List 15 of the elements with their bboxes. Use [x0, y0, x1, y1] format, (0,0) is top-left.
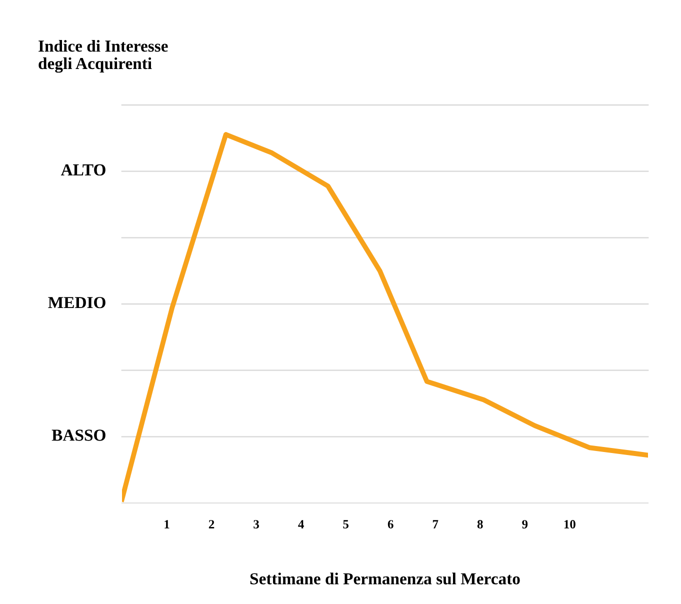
x-axis-title: Settimane di Permanenza sul Mercato	[250, 572, 520, 584]
ref-line-label: ALTO	[60, 164, 106, 176]
ref-line-label: BASSO	[52, 430, 106, 441]
x-tick-label: 3	[254, 520, 259, 528]
x-tick-label: 8	[477, 520, 483, 528]
ref-line-label: MEDIO	[48, 296, 106, 308]
x-tick-label: 1	[164, 520, 170, 528]
x-tick-label: 9	[522, 520, 528, 528]
x-tick-label: 10	[564, 520, 576, 528]
x-tick-label: 6	[388, 520, 394, 528]
x-tick-label: 5	[343, 520, 348, 528]
x-tick-label: 2	[208, 520, 214, 528]
y-axis-title: Indice di Interesse degli Acquirenti	[38, 40, 168, 73]
x-tick-label: 7	[432, 520, 438, 528]
x-tick-label: 4	[298, 520, 304, 528]
